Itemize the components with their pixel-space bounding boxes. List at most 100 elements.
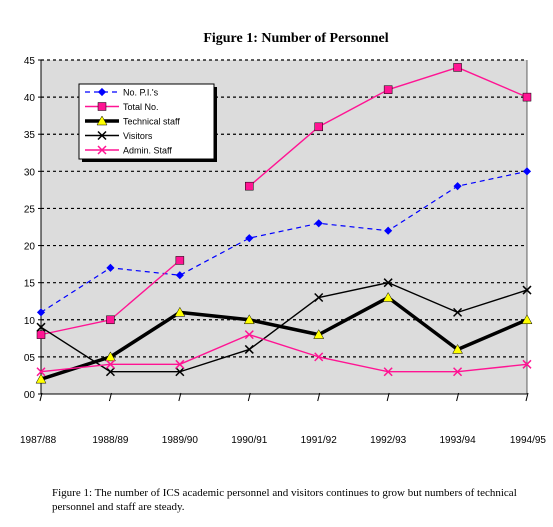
marker-stroke [314, 292, 324, 303]
x-tick-label: 1987/88 [20, 435, 57, 446]
marker-stroke [522, 285, 532, 295]
marker-stroke [36, 367, 46, 377]
legend-total-no-label: Total No. [123, 102, 159, 112]
x-tick [456, 392, 460, 402]
series-admin-staff [36, 330, 532, 377]
series-admin-staff-marker [383, 367, 393, 377]
series-no-p-i-s-marker [245, 234, 254, 243]
series-total-no-marker [314, 122, 323, 132]
legend-visitors: Visitors [85, 130, 153, 141]
y-tick-label: 45 [24, 56, 36, 67]
series-admin-staff-marker [36, 367, 46, 377]
marker-stroke [175, 359, 185, 369]
y-tick-label: 05 [24, 353, 36, 364]
series-technical-staff-marker [313, 329, 325, 339]
series-admin-staff-marker [105, 359, 115, 369]
legend-technical-staff-marker [96, 115, 108, 126]
legend-admin-staff-marker [97, 145, 107, 155]
series-total-no-marker [245, 181, 254, 191]
x-tick-label: 1990/91 [231, 435, 268, 446]
legend-no-p-i-s-marker [97, 87, 107, 97]
legend-visitors-marker [97, 130, 107, 141]
marker-stroke [97, 145, 107, 155]
y-tick-label: 40 [24, 93, 36, 104]
x-tick [525, 392, 529, 402]
series-technical-staff [35, 291, 533, 384]
series-total-no-marker [175, 256, 185, 265]
legend-visitors-label: Visitors [123, 131, 153, 141]
y-tick-label: 35 [24, 130, 36, 141]
series-visitors-marker [175, 367, 185, 377]
series-technical-staff-marker [452, 343, 463, 354]
series-visitors-marker [36, 322, 46, 332]
series-visitors-marker [105, 367, 115, 377]
series-total-no [36, 63, 532, 339]
axes: 00 05 10 15 20 25 30 35 40 45 1987/88 1988/89 1989/9… [20, 56, 546, 446]
series-visitors-marker [314, 292, 324, 303]
marker-stroke [244, 344, 254, 354]
legend-total-no-marker [97, 102, 107, 111]
legend-admin-staff: Admin. Staff [85, 145, 172, 156]
series-no-p-i-s-marker [106, 263, 115, 272]
legend-admin-staff-label: Admin. Staff [123, 146, 172, 156]
series-visitors-line [40, 281, 528, 373]
y-tick-label: 20 [24, 242, 36, 253]
y-tick-label: 25 [24, 204, 36, 215]
x-tick-label: 1988/89 [92, 435, 129, 446]
legend-no-p-i-s: No. P.I.'s [85, 88, 159, 98]
series-visitors-marker [244, 344, 254, 354]
series-no-p-i-s-marker [384, 226, 393, 235]
marker-stroke [314, 352, 324, 362]
marker-stroke [244, 330, 254, 340]
y-tick-label: 10 [24, 316, 36, 327]
series-total-no-marker [106, 315, 115, 325]
series-group [35, 63, 533, 384]
series-admin-staff-marker [314, 352, 324, 362]
series-no-p-i-s-marker [522, 167, 532, 176]
chart-title: Figure 1: Number of Personnel [203, 31, 388, 46]
x-tick [386, 392, 390, 402]
marker-stroke [453, 367, 463, 377]
series-no-p-i-s-marker [36, 308, 46, 317]
marker-stroke [105, 367, 115, 377]
y-tick-label: 00 [24, 390, 36, 401]
y-tick-label: 15 [24, 279, 36, 290]
series-no-p-i-s-marker [453, 182, 462, 191]
x-tick [178, 392, 182, 402]
series-technical-staff-marker [105, 351, 116, 362]
marker-stroke [105, 359, 115, 369]
marker-stroke [522, 359, 532, 369]
legend-technical-staff: Technical staff [85, 115, 180, 127]
series-no-p-i-s-marker [314, 219, 323, 228]
figure-caption: Figure 1: The number of ICS academic per… [52, 487, 517, 513]
series-technical-staff-marker [521, 314, 533, 325]
legend-no-p-i-s-label: No. P.I.'s [123, 88, 159, 98]
grid-lines [41, 59, 527, 358]
series-total-no-marker [383, 85, 393, 94]
series-visitors-marker [453, 307, 463, 317]
series-total-no-marker [522, 92, 532, 102]
series-total-no-marker [453, 63, 462, 72]
x-tick-label: 1992/93 [370, 435, 407, 446]
marker-stroke [36, 322, 46, 332]
series-visitors-marker [383, 278, 393, 288]
series-no-p-i-s-line [40, 170, 528, 313]
series-admin-staff-marker [175, 359, 185, 369]
series-total-no-marker [36, 330, 46, 339]
x-tick-label: 1993/94 [439, 435, 476, 446]
legend: No. P.I.'s Total No. Technical staff Visito… [78, 83, 217, 162]
x-tick [108, 392, 112, 402]
series-visitors-marker [522, 285, 532, 295]
series-technical-staff-marker [382, 291, 394, 302]
x-tick [317, 392, 321, 402]
marker-stroke [383, 367, 393, 377]
marker-stroke [383, 278, 393, 288]
series-technical-staff-marker [243, 314, 255, 325]
legend-total-no: Total No. [85, 102, 159, 112]
series-admin-staff-line [40, 333, 528, 373]
x-tick [247, 392, 251, 402]
series-admin-staff-marker [522, 359, 532, 369]
x-tick-label: 1989/90 [162, 435, 199, 446]
x-tick-label: 1994/95 [510, 435, 547, 446]
legend-technical-staff-label: Technical staff [123, 117, 180, 127]
